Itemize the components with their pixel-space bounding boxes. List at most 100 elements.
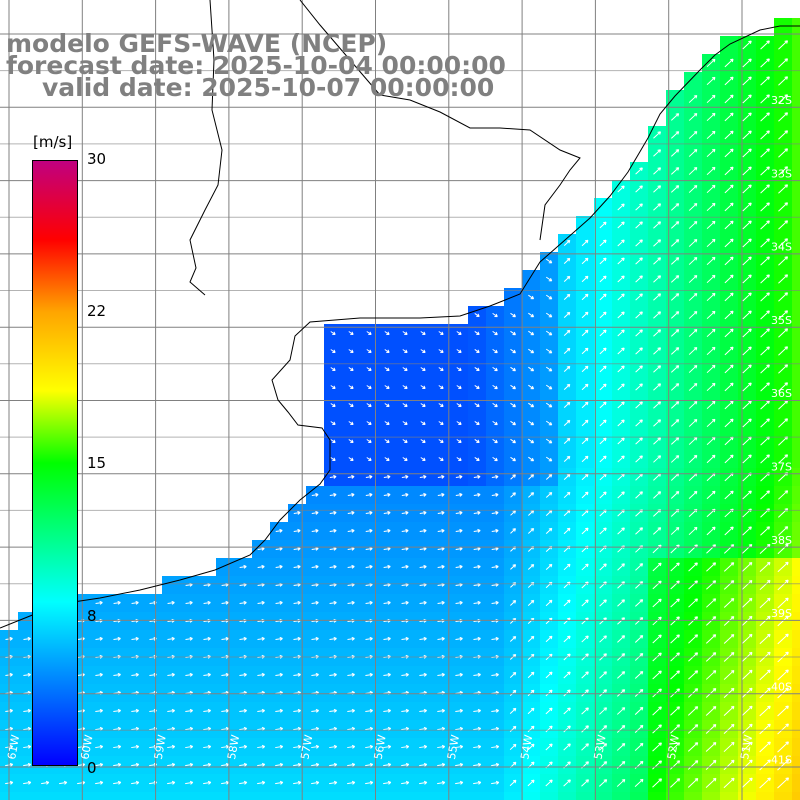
wind-arrow bbox=[347, 744, 356, 749]
wind-arrow bbox=[706, 130, 716, 140]
wind-arrow bbox=[741, 723, 753, 735]
wind-arrow bbox=[456, 403, 462, 408]
wind-arrow bbox=[706, 202, 716, 212]
wind-arrow bbox=[760, 526, 771, 536]
wind-arrow bbox=[131, 600, 139, 605]
wind-arrow bbox=[510, 402, 516, 408]
wind-arrow bbox=[95, 600, 103, 605]
wind-arrow bbox=[365, 762, 374, 767]
wind-arrow bbox=[653, 131, 662, 139]
wind-arrow bbox=[724, 148, 734, 158]
wind-arrow bbox=[510, 564, 517, 570]
wind-arrow bbox=[330, 457, 336, 462]
wind-arrow bbox=[455, 600, 463, 605]
wind-arrow bbox=[563, 257, 571, 264]
wind-arrow bbox=[634, 635, 644, 643]
wind-arrow bbox=[365, 672, 373, 677]
wind-arrow bbox=[581, 671, 589, 679]
wind-arrow bbox=[723, 634, 735, 644]
wind-arrow bbox=[419, 708, 427, 713]
wind-arrow bbox=[635, 437, 643, 445]
wind-arrow bbox=[742, 274, 752, 284]
wind-arrow bbox=[688, 634, 699, 644]
wind-arrow bbox=[688, 400, 698, 409]
wind-arrow bbox=[724, 418, 734, 428]
wind-arrow bbox=[670, 526, 680, 535]
wind-arrow bbox=[653, 491, 662, 499]
wind-arrow bbox=[563, 437, 571, 444]
wind-arrow bbox=[670, 562, 680, 572]
wind-arrow bbox=[616, 707, 626, 715]
wind-arrow bbox=[741, 597, 753, 608]
wind-arrow bbox=[635, 311, 643, 319]
wind-cell bbox=[792, 306, 800, 325]
wind-arrow bbox=[653, 275, 662, 283]
wind-arrow bbox=[635, 419, 643, 427]
wind-arrow bbox=[741, 615, 753, 626]
wind-arrow bbox=[257, 708, 265, 713]
wind-arrow bbox=[635, 401, 643, 409]
wind-arrow bbox=[706, 76, 716, 86]
wind-arrow bbox=[581, 311, 589, 319]
wind-arrow bbox=[473, 528, 481, 533]
lon-label: 61W bbox=[5, 734, 22, 761]
wind-arrow bbox=[528, 492, 535, 498]
wind-arrow bbox=[687, 724, 699, 734]
wind-arrow bbox=[401, 762, 410, 767]
colorbar-tick-22: 22 bbox=[87, 302, 107, 320]
wind-arrow bbox=[723, 598, 735, 608]
wind-arrow bbox=[688, 364, 698, 373]
wind-arrow bbox=[599, 455, 607, 463]
wind-cell bbox=[792, 450, 800, 469]
wind-arrow bbox=[563, 239, 571, 246]
wind-arrow bbox=[330, 331, 336, 336]
lat-label: 41S bbox=[771, 754, 792, 767]
wind-arrow bbox=[670, 598, 680, 608]
wind-arrow bbox=[437, 636, 445, 641]
wind-arrow bbox=[670, 203, 680, 211]
wind-arrow bbox=[741, 561, 753, 572]
wind-arrow bbox=[617, 491, 625, 499]
wind-arrow bbox=[329, 528, 337, 533]
wind-arrow bbox=[581, 689, 589, 697]
wind-cell bbox=[504, 288, 523, 307]
wind-arrow bbox=[113, 744, 122, 749]
wind-arrow bbox=[759, 633, 771, 645]
wind-cell bbox=[162, 792, 181, 800]
wind-arrow bbox=[724, 526, 734, 536]
wind-arrow bbox=[706, 292, 716, 302]
wind-arrow bbox=[384, 421, 390, 426]
wind-arrow bbox=[383, 744, 392, 749]
wind-arrow bbox=[670, 778, 681, 788]
wind-arrow bbox=[688, 562, 698, 572]
wind-arrow bbox=[293, 600, 301, 605]
wind-arrow bbox=[581, 401, 589, 409]
wind-arrow bbox=[777, 633, 789, 645]
wind-arrow bbox=[275, 708, 283, 713]
wind-cell bbox=[36, 792, 55, 800]
wind-arrow bbox=[616, 689, 626, 697]
wind-cell bbox=[324, 792, 343, 800]
wind-arrow bbox=[724, 220, 734, 230]
wind-arrow bbox=[742, 220, 752, 230]
wind-arrow bbox=[401, 474, 409, 479]
wind-arrow bbox=[705, 741, 717, 752]
wind-arrow bbox=[778, 418, 789, 428]
wind-arrow bbox=[742, 184, 752, 194]
wind-cell bbox=[666, 90, 685, 109]
wind-arrow bbox=[275, 600, 283, 605]
wind-arrow bbox=[473, 600, 481, 605]
wind-arrow bbox=[221, 600, 229, 605]
wind-arrow bbox=[203, 636, 211, 641]
wind-arrow bbox=[723, 705, 735, 716]
wind-arrow bbox=[706, 400, 716, 410]
wind-arrow bbox=[509, 689, 517, 696]
wind-arrow bbox=[366, 439, 372, 444]
wind-arrow bbox=[293, 636, 301, 641]
wind-arrow bbox=[384, 349, 390, 354]
wind-arrow bbox=[167, 600, 175, 605]
wind-arrow bbox=[401, 528, 409, 533]
wind-arrow bbox=[778, 94, 789, 104]
wind-arrow bbox=[383, 672, 391, 677]
